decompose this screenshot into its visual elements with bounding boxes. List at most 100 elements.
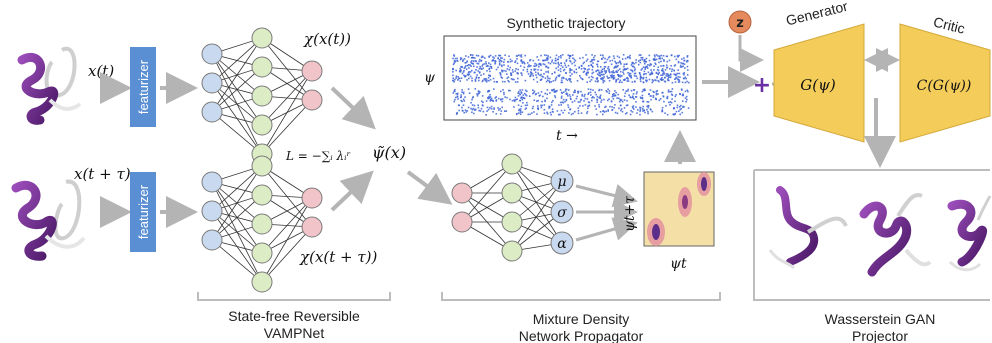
trajectory-point bbox=[557, 58, 559, 60]
trajectory-point bbox=[461, 72, 464, 75]
trajectory-point bbox=[642, 78, 645, 80]
trajectory-point bbox=[567, 54, 570, 56]
trajectory-point bbox=[548, 81, 551, 84]
trajectory-point bbox=[469, 71, 472, 73]
trajectory-point bbox=[676, 106, 679, 109]
noise-node bbox=[728, 10, 752, 34]
trajectory-point bbox=[597, 65, 599, 68]
trajectory-point bbox=[677, 60, 680, 63]
trajectory-point bbox=[530, 65, 532, 67]
trajectory-point bbox=[605, 61, 607, 63]
trajectory-point bbox=[592, 58, 594, 61]
trajectory-point bbox=[664, 80, 667, 83]
trajectory-point bbox=[465, 68, 468, 70]
trajectory-point bbox=[633, 66, 636, 69]
trajectory-point bbox=[569, 55, 572, 57]
trajectory-point bbox=[635, 59, 637, 61]
trajectory-point bbox=[680, 104, 682, 107]
chi-bottom-label: χ(x(t + τ)) bbox=[299, 248, 378, 266]
trajectory-point bbox=[558, 56, 560, 58]
trajectory-point bbox=[492, 56, 494, 58]
protein-bottom-image bbox=[11, 179, 86, 261]
trajectory-point bbox=[684, 76, 687, 79]
trajectory-point bbox=[674, 64, 677, 66]
vampnet-network-top bbox=[201, 27, 323, 165]
trajectory-point bbox=[505, 110, 508, 112]
trajectory-point bbox=[680, 107, 683, 110]
trajectory-point bbox=[591, 54, 593, 56]
trajectory-point bbox=[452, 63, 455, 66]
trajectory-point bbox=[649, 95, 652, 97]
trajectory-point bbox=[609, 105, 611, 108]
trajectory-point bbox=[526, 90, 528, 93]
trajectory-point bbox=[645, 61, 647, 63]
trajectory-point bbox=[590, 79, 593, 81]
trajectory-point bbox=[457, 79, 459, 81]
trajectory-point bbox=[579, 105, 581, 107]
trajectory-point bbox=[480, 100, 483, 103]
trajectory-point bbox=[619, 104, 622, 107]
trajectory-point bbox=[584, 93, 586, 96]
trajectory-point bbox=[538, 63, 541, 65]
trajectory-point bbox=[493, 88, 495, 90]
trajectory-point bbox=[564, 64, 566, 67]
trajectory-point bbox=[590, 64, 592, 67]
trajectory-point bbox=[456, 93, 459, 96]
trajectory-point bbox=[653, 59, 655, 61]
trajectory-point bbox=[490, 97, 493, 100]
mdn-output-node bbox=[550, 231, 574, 255]
trajectory-point bbox=[523, 97, 526, 100]
trajectory-point bbox=[603, 68, 605, 70]
trajectory-point bbox=[567, 64, 570, 67]
trajectory-point bbox=[671, 98, 673, 100]
trajectory-point bbox=[628, 74, 630, 76]
trajectory-point bbox=[600, 89, 603, 91]
trajectory-point bbox=[665, 75, 668, 77]
trajectory-point bbox=[666, 95, 669, 98]
trajectory-point bbox=[537, 59, 540, 61]
trajectory-point bbox=[682, 106, 684, 108]
trajectory-point bbox=[511, 99, 514, 102]
trajectory-point bbox=[526, 62, 529, 64]
trajectory-point bbox=[557, 62, 560, 65]
trajectory-point bbox=[462, 98, 465, 101]
trajectory-point bbox=[457, 98, 459, 100]
network-edge bbox=[211, 165, 263, 212]
trajectory-point bbox=[633, 98, 635, 100]
trajectory-point bbox=[493, 80, 496, 83]
input-node bbox=[201, 200, 223, 222]
trajectory-point bbox=[486, 70, 488, 72]
trajectory-point bbox=[629, 113, 632, 116]
trajectory-point bbox=[559, 70, 562, 73]
trajectory-point bbox=[557, 61, 559, 64]
trajectory-point bbox=[473, 112, 475, 115]
trajectory-point bbox=[622, 71, 624, 73]
trajectory-point bbox=[471, 104, 474, 106]
trajectory-point bbox=[634, 68, 636, 70]
trajectory-point bbox=[599, 97, 602, 100]
trajectory-point bbox=[489, 65, 491, 68]
trajectory-point bbox=[547, 55, 549, 57]
trajectory-point bbox=[661, 69, 663, 72]
trajectory-point bbox=[495, 113, 498, 115]
trajectory-point bbox=[646, 79, 648, 82]
network-edge bbox=[211, 66, 263, 113]
trajectory-point bbox=[644, 66, 647, 69]
trajectory-point bbox=[525, 107, 528, 109]
trajectory-point bbox=[630, 96, 632, 99]
trajectory-point bbox=[532, 59, 534, 62]
trajectory-point bbox=[546, 75, 549, 78]
trajectory-point bbox=[574, 64, 576, 67]
trajectory-point bbox=[586, 71, 589, 74]
trajectory-point bbox=[647, 71, 650, 74]
trajectory-point bbox=[551, 61, 553, 63]
trajectory-point bbox=[608, 79, 611, 82]
trajectory-point bbox=[465, 111, 467, 113]
trajectory-point bbox=[669, 68, 671, 70]
trajectory-point bbox=[606, 75, 608, 78]
trajectory-point bbox=[628, 94, 630, 96]
trajectory-point bbox=[615, 66, 617, 69]
hidden-node bbox=[251, 271, 273, 293]
trajectory-point bbox=[683, 59, 686, 62]
trajectory-point bbox=[551, 59, 554, 61]
